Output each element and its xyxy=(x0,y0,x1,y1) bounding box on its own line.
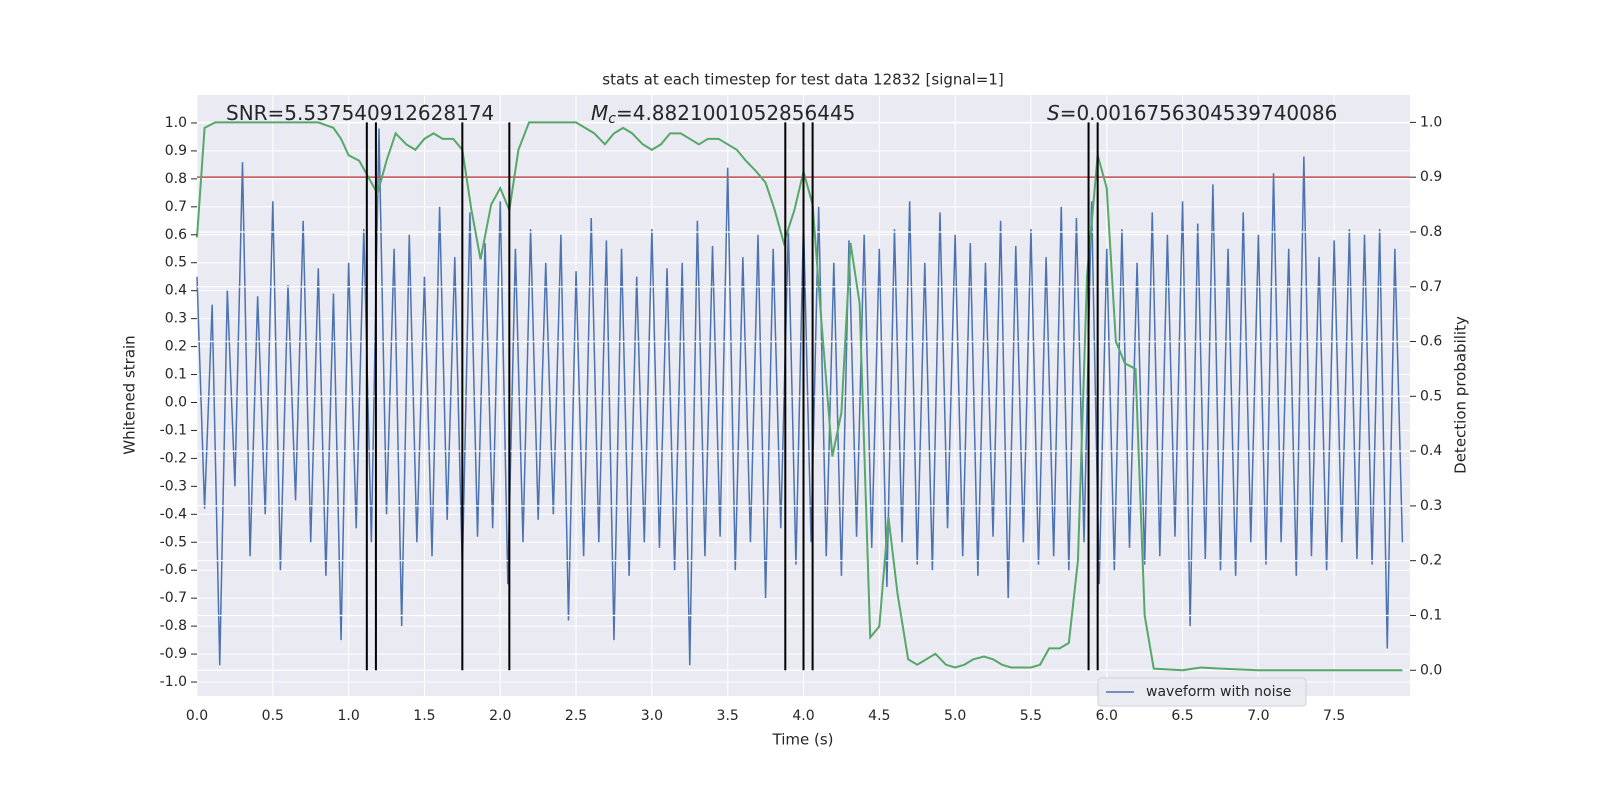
legend-label: waveform with noise xyxy=(1146,684,1291,700)
y-tick-label: -0.3 xyxy=(160,478,187,494)
y2-tick-label: 0.3 xyxy=(1420,498,1442,514)
legend: waveform with noise xyxy=(1097,677,1307,707)
annotation-text: SNR=5.537540912628174 xyxy=(226,101,494,125)
x-tick-label: 6.5 xyxy=(1171,708,1193,724)
x-tick-label: 6.0 xyxy=(1096,708,1118,724)
y-tick-label: -0.2 xyxy=(160,450,187,466)
series-line xyxy=(196,121,1403,672)
y-tick-label: 0.1 xyxy=(165,367,187,383)
y2-tick-label: 1.0 xyxy=(1420,114,1442,130)
y-tick-label: 0.7 xyxy=(165,199,187,215)
series-line xyxy=(196,128,1404,666)
annotation: S=0.0016756304539740086 xyxy=(1047,101,1337,125)
annotation: Mc=4.8821001052856445 xyxy=(591,101,855,128)
annotation-text: =0.0016756304539740086 xyxy=(1060,101,1338,125)
y-tick-label: -0.1 xyxy=(160,422,187,438)
x-tick-label: 4.5 xyxy=(868,708,890,724)
annotation: SNR=5.537540912628174 xyxy=(226,101,494,125)
x-tick-label: 2.0 xyxy=(489,708,511,724)
y-axis-label: Whitened strain xyxy=(121,335,139,454)
y2-tick-label: 0.4 xyxy=(1420,443,1442,459)
y-tick-label: 0.6 xyxy=(165,227,187,243)
x-tick-label: 2.5 xyxy=(565,708,587,724)
x-tick-label: 5.0 xyxy=(944,708,966,724)
y2-tick-label: 0.8 xyxy=(1420,224,1442,240)
y-tick-label: -0.7 xyxy=(160,590,187,606)
x-tick-label: 1.0 xyxy=(337,708,359,724)
annotation-symbol: S xyxy=(1047,101,1060,125)
y-tick-label: -0.9 xyxy=(160,646,187,662)
y-tick-label: 0.9 xyxy=(165,143,187,159)
y-tick-label: -0.4 xyxy=(160,506,187,522)
x-tick-label: 1.5 xyxy=(413,708,435,724)
legend-box xyxy=(1097,677,1307,707)
chart-title: stats at each timestep for test data 128… xyxy=(602,71,1003,89)
y2-tick-label: 0.6 xyxy=(1420,334,1442,350)
y2-axis-label: Detection probability xyxy=(1452,316,1470,474)
x-tick-label: 7.5 xyxy=(1323,708,1345,724)
y-tick-label: -1.0 xyxy=(160,674,187,690)
annotation-symbol: M xyxy=(591,101,608,125)
y-tick-label: -0.6 xyxy=(160,562,187,578)
y-tick-label: 0.4 xyxy=(165,283,187,299)
y-tick-label: 0.5 xyxy=(165,255,187,271)
y2-tick-label: 0.9 xyxy=(1420,169,1442,185)
y2-tick-label: 0.1 xyxy=(1420,607,1442,623)
over-layer xyxy=(196,121,1410,672)
y2-tick-label: 0.7 xyxy=(1420,279,1442,295)
x-tick-label: 3.0 xyxy=(641,708,663,724)
y-tick-label: 0.8 xyxy=(165,171,187,187)
x-tick-label: 4.0 xyxy=(792,708,814,724)
x-tick-label: 0.5 xyxy=(262,708,284,724)
annotation-text: =4.8821001052856445 xyxy=(616,101,855,125)
x-axis-label: Time (s) xyxy=(772,731,834,749)
x-tick-label: 3.5 xyxy=(717,708,739,724)
x-tick-label: 7.0 xyxy=(1247,708,1269,724)
annotation-subscript: c xyxy=(608,111,616,127)
y-tick-label: 0.3 xyxy=(165,311,187,327)
x-tick-label: 0.0 xyxy=(186,708,208,724)
y-tick-label: 0.2 xyxy=(165,339,187,355)
y-tick-label: -0.5 xyxy=(160,534,187,550)
y-tick-label: 0.0 xyxy=(165,394,187,410)
y2-tick-label: 0.0 xyxy=(1420,662,1442,678)
y-tick-label: 1.0 xyxy=(165,115,187,131)
y2-tick-label: 0.2 xyxy=(1420,553,1442,569)
x-tick-label: 5.5 xyxy=(1020,708,1042,724)
y2-tick-label: 0.5 xyxy=(1420,388,1442,404)
y-tick-label: -0.8 xyxy=(160,618,187,634)
